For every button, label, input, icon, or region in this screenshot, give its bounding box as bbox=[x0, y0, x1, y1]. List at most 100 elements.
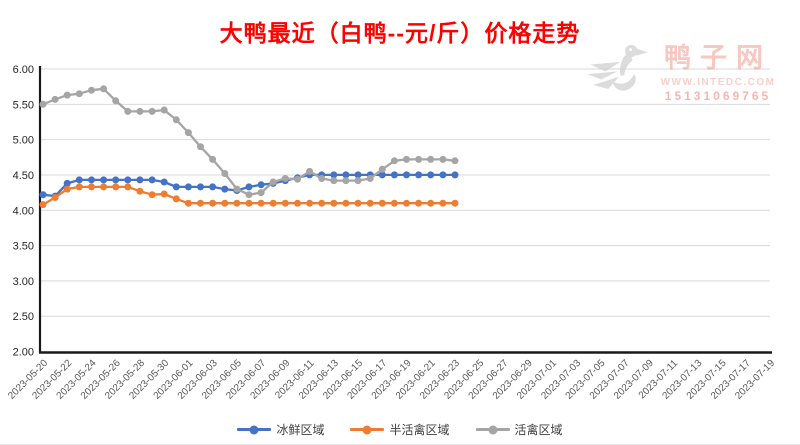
data-point-marker bbox=[88, 176, 95, 184]
y-tick-label: 3.00 bbox=[13, 276, 34, 288]
data-point-marker bbox=[415, 155, 423, 163]
y-tick-label: 4.50 bbox=[13, 170, 34, 182]
data-point-marker bbox=[257, 189, 265, 197]
data-point-marker bbox=[221, 170, 229, 177]
chart-title: 大鸭最近（白鸭--元/斤）价格走势 bbox=[219, 20, 581, 46]
data-point-marker bbox=[112, 183, 120, 191]
y-tick-label: 5.50 bbox=[13, 99, 34, 111]
data-point-marker bbox=[318, 199, 326, 207]
legend-item-1: 半活禽区域 bbox=[350, 421, 450, 438]
data-point-marker bbox=[184, 199, 192, 207]
data-point-marker bbox=[63, 91, 71, 99]
data-point-marker bbox=[233, 199, 241, 207]
data-point-marker bbox=[390, 199, 398, 207]
data-point-marker bbox=[233, 185, 241, 193]
legend-item-2: 活禽区域 bbox=[475, 421, 563, 438]
data-point-marker bbox=[403, 155, 410, 163]
data-point-marker bbox=[403, 171, 410, 179]
data-point-marker bbox=[112, 97, 120, 105]
data-point-marker bbox=[330, 199, 338, 207]
data-point-marker bbox=[209, 183, 217, 191]
axes bbox=[38, 66, 772, 354]
data-point-marker bbox=[366, 175, 374, 182]
data-point-marker bbox=[172, 116, 180, 124]
data-point-marker bbox=[354, 199, 362, 207]
data-point-marker bbox=[197, 199, 204, 207]
data-point-marker bbox=[160, 178, 168, 186]
data-point-marker bbox=[100, 176, 108, 184]
legend-dot-icon bbox=[362, 425, 372, 434]
legend-line-dot-icon bbox=[237, 425, 272, 434]
data-point-marker bbox=[184, 129, 192, 137]
data-point-marker bbox=[39, 100, 47, 108]
data-point-marker bbox=[257, 181, 265, 189]
data-point-marker bbox=[281, 175, 289, 182]
data-point-marker bbox=[221, 199, 229, 207]
y-tick-label: 3.50 bbox=[13, 241, 34, 253]
data-point-marker bbox=[354, 171, 362, 179]
data-point-marker bbox=[439, 155, 447, 163]
data-point-marker bbox=[342, 171, 350, 179]
chart-legend: 冰鲜区域 半活禽区域 活禽区域 bbox=[0, 421, 800, 438]
data-point-marker bbox=[63, 179, 71, 187]
data-point-marker bbox=[269, 199, 277, 207]
data-point-marker bbox=[75, 183, 83, 191]
data-point-marker bbox=[390, 171, 398, 179]
y-tick-label: 2.00 bbox=[13, 347, 34, 359]
data-point-marker bbox=[39, 201, 47, 209]
data-point-marker bbox=[184, 183, 192, 191]
data-point-marker bbox=[390, 157, 398, 165]
legend-dot-icon bbox=[488, 425, 497, 434]
data-point-marker bbox=[378, 199, 386, 207]
data-point-marker bbox=[100, 183, 108, 191]
data-point-marker bbox=[439, 199, 447, 207]
data-point-marker bbox=[245, 183, 253, 191]
y-axis-labels: 6.00 5.50 5.00 4.50 4.00 3.50 3.00 2.50 2.00 bbox=[13, 64, 34, 359]
data-point-marker bbox=[294, 199, 301, 207]
data-point-marker bbox=[39, 191, 47, 199]
data-point-marker bbox=[427, 199, 435, 207]
data-point-marker bbox=[245, 199, 253, 207]
data-point-marker bbox=[172, 195, 180, 203]
data-point-marker bbox=[354, 177, 362, 185]
data-point-marker bbox=[75, 90, 83, 98]
x-axis-labels: 2023-05-202023-05-222023-05-242023-05-26… bbox=[6, 358, 777, 402]
data-point-marker bbox=[281, 199, 289, 207]
line-series-1 bbox=[39, 183, 459, 209]
data-point-marker bbox=[427, 155, 435, 163]
legend-label: 活禽区域 bbox=[514, 423, 563, 437]
y-tick-label: 5.00 bbox=[13, 135, 34, 147]
data-point-marker bbox=[124, 183, 132, 191]
data-point-marker bbox=[427, 171, 435, 179]
data-point-marker bbox=[148, 176, 156, 184]
data-point-marker bbox=[378, 171, 386, 179]
data-point-marker bbox=[100, 85, 108, 93]
data-point-marker bbox=[403, 199, 410, 207]
data-point-marker bbox=[63, 185, 71, 193]
data-point-marker bbox=[209, 155, 217, 163]
gridlines bbox=[40, 68, 770, 317]
data-point-marker bbox=[136, 187, 144, 195]
legend-line-dot-icon bbox=[350, 425, 385, 434]
data-point-marker bbox=[172, 183, 180, 191]
data-point-marker bbox=[112, 176, 120, 184]
data-point-marker bbox=[148, 191, 156, 199]
data-point-marker bbox=[330, 171, 338, 179]
data-point-marker bbox=[342, 177, 350, 185]
line-series-2 bbox=[39, 85, 459, 199]
y-tick-label: 2.50 bbox=[13, 311, 34, 323]
y-tick-label: 4.00 bbox=[13, 205, 34, 217]
data-point-marker bbox=[197, 143, 204, 151]
data-point-marker bbox=[51, 95, 59, 103]
data-point-marker bbox=[160, 106, 168, 114]
data-point-marker bbox=[124, 176, 132, 184]
data-point-marker bbox=[306, 199, 314, 207]
data-point-marker bbox=[294, 175, 301, 183]
data-point-marker bbox=[318, 175, 326, 182]
data-point-marker bbox=[197, 183, 204, 191]
data-point-marker bbox=[124, 107, 132, 115]
y-tick-label: 6.00 bbox=[13, 64, 34, 76]
data-point-marker bbox=[415, 199, 423, 207]
data-point-marker bbox=[88, 183, 95, 191]
